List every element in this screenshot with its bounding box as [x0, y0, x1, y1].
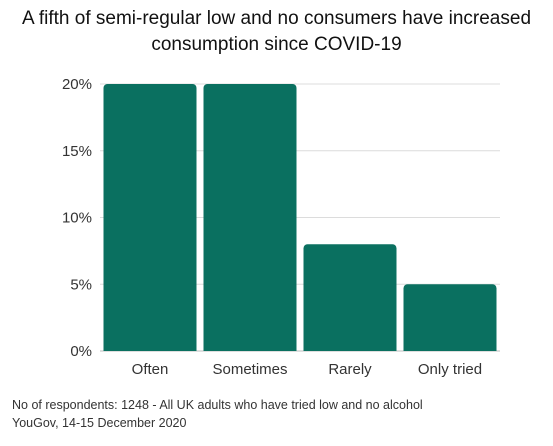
y-tick-label: 10%	[62, 210, 92, 227]
y-tick-label: 20%	[62, 76, 92, 93]
bar	[403, 284, 497, 351]
y-tick-label: 0%	[70, 343, 92, 360]
x-tick-label: Often	[132, 361, 169, 378]
x-tick-label: Sometimes	[212, 361, 287, 378]
source-note: No of respondents: 1248 - All UK adults …	[12, 396, 423, 432]
source-credit: YouGov, 14-15 December 2020	[12, 416, 187, 430]
x-tick-label: Only tried	[418, 361, 482, 378]
respondents-note: No of respondents: 1248 - All UK adults …	[12, 398, 423, 412]
bar	[103, 84, 197, 351]
chart-title-line-1: A fifth of semi-regular low and no consu…	[21, 8, 532, 29]
bar	[303, 244, 397, 351]
chart-title: A fifth of semi-regular low and no consu…	[0, 6, 553, 58]
x-tick-label: Rarely	[328, 361, 372, 378]
y-tick-label: 15%	[62, 143, 92, 160]
bar-base	[403, 347, 497, 351]
bar-base	[303, 347, 397, 351]
bar-base	[103, 347, 197, 351]
bar-base	[203, 347, 297, 351]
bar	[203, 84, 297, 351]
chart-title-line-2: consumption since COVID-19	[151, 34, 402, 55]
y-tick-label: 5%	[70, 276, 92, 293]
